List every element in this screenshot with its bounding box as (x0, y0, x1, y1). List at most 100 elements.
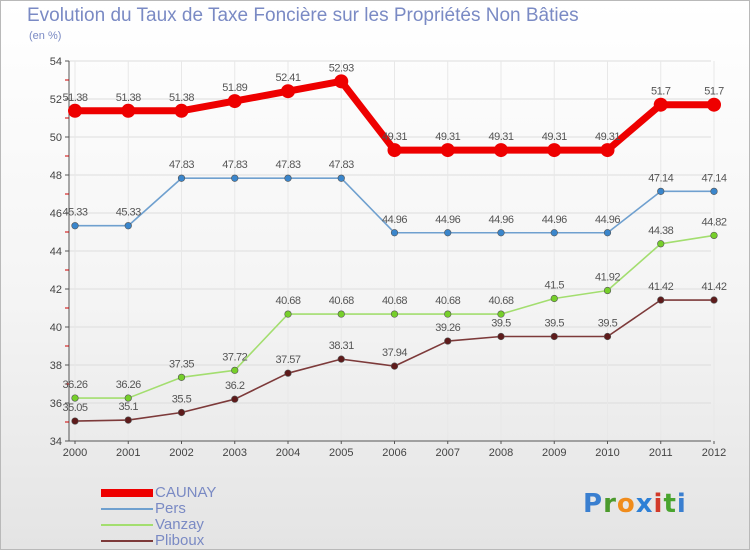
point-vanzay-2011 (657, 240, 665, 248)
data-label-pliboux-2010: 39.5 (598, 318, 618, 330)
point-caunay-2008 (494, 143, 508, 158)
point-pers-2012 (710, 187, 718, 195)
y-tick-label: 48 (50, 170, 62, 182)
x-tick-label: 2012 (702, 447, 726, 459)
x-tick-label: 2011 (649, 447, 673, 459)
point-pliboux-2004 (284, 369, 292, 377)
point-caunay-2011 (653, 97, 668, 112)
data-label-caunay-2003: 51.89 (222, 82, 247, 94)
logo-letter: i (676, 489, 687, 519)
y-tick-label: 34 (50, 436, 62, 448)
data-label-caunay-2000: 51.38 (62, 92, 87, 104)
point-caunay-2007 (440, 143, 455, 158)
y-tick-label: 54 (50, 56, 62, 68)
data-label-pliboux-2007: 39.26 (435, 322, 460, 334)
point-caunay-2002 (174, 103, 189, 118)
point-pers-2000 (71, 222, 79, 230)
data-label-caunay-2006: 49.31 (382, 131, 407, 143)
data-label-pers-2008: 44.96 (488, 214, 513, 226)
point-vanzay-2012 (710, 231, 718, 240)
point-pliboux-2011 (657, 296, 665, 304)
chart-title: Evolution du Taux de Taxe Foncière sur l… (27, 5, 579, 26)
point-pliboux-2003 (231, 395, 239, 403)
data-label-caunay-2004: 52.41 (275, 72, 300, 84)
data-label-caunay-2009: 49.31 (542, 131, 567, 143)
y-tick-label: 44 (50, 246, 62, 258)
data-label-pers-2009: 44.96 (542, 214, 567, 226)
y-tick-label: 36 (50, 398, 62, 410)
point-vanzay-2005 (337, 310, 345, 318)
data-label-pliboux-2008: 39.5 (491, 318, 511, 330)
data-label-vanzay-2011: 44.38 (648, 225, 673, 237)
legend-swatch (101, 508, 153, 510)
legend-label: Pers (155, 500, 186, 517)
point-caunay-2005 (334, 74, 349, 89)
data-label-caunay-2001: 51.38 (116, 92, 141, 104)
data-label-pliboux-2002: 35.5 (172, 394, 192, 406)
data-label-pers-2001: 45.33 (116, 207, 141, 219)
logo-letter: o (616, 489, 636, 519)
point-pliboux-2006 (390, 362, 399, 370)
x-tick-label: 2006 (382, 447, 406, 459)
legend-swatch (101, 540, 153, 542)
data-label-caunay-2007: 49.31 (435, 131, 460, 143)
logo-letter: r (603, 489, 617, 519)
point-caunay-2006 (387, 143, 402, 158)
legend-label: Pliboux (155, 532, 205, 549)
data-label-caunay-2012: 51.7 (704, 86, 724, 98)
x-tick-label: 2001 (116, 447, 140, 459)
data-label-pers-2007: 44.96 (435, 214, 460, 226)
point-vanzay-2007 (444, 310, 452, 318)
y-tick-label: 50 (50, 132, 62, 144)
data-label-pliboux-2001: 35.1 (119, 401, 139, 413)
point-vanzay-2002 (177, 373, 186, 381)
x-tick-label: 2004 (276, 447, 300, 459)
point-caunay-2000 (68, 103, 82, 118)
data-label-vanzay-2012: 44.82 (701, 216, 726, 228)
data-label-pliboux-2005: 38.31 (329, 340, 354, 352)
point-pers-2004 (284, 174, 292, 182)
data-label-vanzay-2004: 40.68 (275, 295, 300, 307)
data-label-vanzay-2003: 37.72 (222, 351, 247, 363)
point-caunay-2012 (707, 97, 721, 112)
y-tick-label: 52 (50, 94, 62, 106)
legend-label: CAUNAY (155, 484, 217, 501)
data-label-vanzay-2008: 40.68 (488, 295, 513, 307)
x-tick-label: 2000 (63, 447, 87, 459)
point-vanzay-2001 (124, 394, 132, 402)
point-pers-2005 (337, 174, 345, 182)
point-pliboux-2005 (337, 355, 345, 363)
data-label-vanzay-2002: 37.35 (169, 358, 194, 370)
data-label-vanzay-2005: 40.68 (329, 295, 354, 307)
data-label-pers-2012: 47.14 (701, 172, 726, 184)
x-tick-label: 2010 (595, 447, 619, 459)
logo-letter: P (583, 489, 604, 519)
data-label-pliboux-2009: 39.5 (545, 318, 565, 330)
point-pers-2007 (444, 229, 452, 237)
data-label-pliboux-2004: 37.57 (275, 354, 300, 366)
y-tick-label: 38 (50, 360, 62, 372)
point-vanzay-2008 (497, 310, 505, 318)
proxiti-logo: Proxiti (583, 489, 687, 519)
point-vanzay-2006 (390, 310, 399, 318)
data-label-caunay-2008: 49.31 (488, 131, 513, 143)
point-caunay-2009 (547, 143, 562, 158)
point-pers-2010 (603, 229, 612, 237)
y-tick-label: 46 (50, 208, 62, 220)
data-label-pers-2011: 47.14 (648, 172, 673, 184)
legend-swatch (101, 489, 153, 497)
data-label-pliboux-2000: 35.05 (62, 402, 87, 414)
logo-letter: i (653, 489, 664, 519)
legend-label: Vanzay (155, 516, 204, 533)
y-tick-label: 42 (50, 284, 62, 296)
data-label-pers-2010: 44.96 (595, 214, 620, 226)
point-pliboux-2002 (177, 408, 186, 417)
x-tick-label: 2005 (329, 447, 353, 459)
data-label-vanzay-2000: 36.26 (62, 379, 87, 391)
x-tick-label: 2002 (169, 447, 193, 459)
point-vanzay-2003 (231, 366, 239, 374)
point-pliboux-2000 (71, 417, 79, 425)
point-caunay-2001 (121, 103, 136, 118)
